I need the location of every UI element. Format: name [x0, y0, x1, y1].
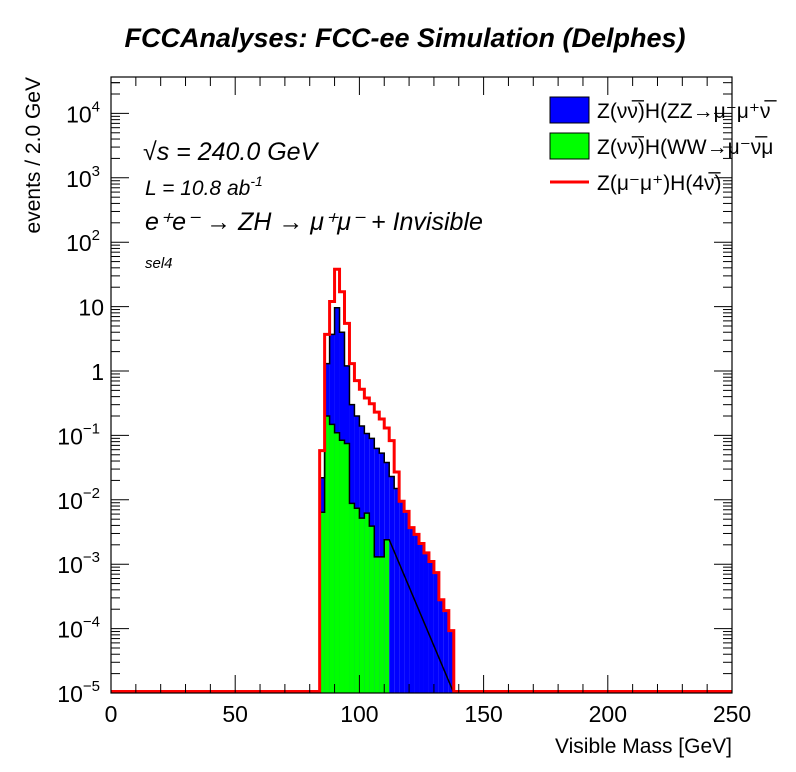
zz-bin-bar	[448, 630, 454, 693]
y-tick-base: 10	[66, 230, 92, 256]
ww-bin-bar	[384, 539, 390, 693]
legend-label: Z(μ⁻μ⁺)H(4ν̅)	[597, 172, 722, 195]
ww-bin-bar	[319, 512, 325, 693]
ww-bin-bar	[334, 432, 340, 693]
y-tick-base: 10	[57, 681, 83, 707]
ww-bin-bar	[339, 440, 345, 693]
y-tick-exponent: −1	[83, 420, 100, 437]
ww-outline	[318, 415, 455, 694]
zz-bin-bar	[409, 527, 415, 693]
y-tick-label: 10−2	[57, 485, 100, 514]
luminosity-exponent: -1	[250, 173, 262, 189]
y-tick-base: 10	[57, 488, 83, 514]
legend-swatch	[549, 132, 590, 160]
x-axis-title: Visible Mass [GeV]	[555, 735, 732, 758]
ww-bin-bar	[359, 518, 365, 693]
y-tick-exponent: 2	[92, 227, 100, 244]
y-tick-exponent: −4	[83, 614, 100, 631]
ww-bin-bar	[364, 513, 370, 693]
legend-label: Z(νν̅)H(ZZ→μ⁻μ⁺ν̅	[597, 100, 777, 123]
ww-bin-bar	[374, 556, 380, 693]
legend-swatch	[549, 96, 590, 124]
zz-bin-bar	[414, 534, 420, 693]
process-annotation: e⁺e⁻ → ZH → μ⁺μ⁻ + Invisible	[145, 208, 483, 236]
y-tick-base: 1	[91, 359, 104, 385]
y-tick-label: 10	[78, 295, 104, 321]
legend-entry: Z(νν̅)H(WW→μ⁻ν̅μ	[549, 132, 773, 160]
y-tick-label: 102	[66, 227, 100, 256]
luminosity-annotation: L = 10.8 ab-1	[145, 173, 263, 200]
y-tick-base: 10	[57, 552, 83, 578]
y-tick-label: 10−4	[57, 614, 100, 643]
ww-bin-bar	[379, 556, 385, 693]
ww-bin-bar	[369, 526, 375, 693]
annotations: √s = 240.0 GeV L = 10.8 ab-1 e⁺e⁻ → ZH →…	[143, 138, 483, 272]
legend-entry: Z(μ⁻μ⁺)H(4ν̅)	[550, 172, 722, 195]
y-tick-exponent: 4	[92, 98, 100, 115]
y-tick-label: 10−3	[57, 549, 100, 578]
zz-bin-bar	[394, 488, 400, 693]
chart-title: FCCAnalyses: FCC-ee Simulation (Delphes)	[124, 23, 685, 53]
y-tick-label: 1	[91, 359, 104, 385]
y-tick-exponent: −3	[83, 549, 100, 566]
zz-bin-bar	[433, 572, 439, 693]
zz-bin-bar	[423, 552, 429, 693]
y-tick-base: 10	[57, 423, 83, 449]
selection-annotation: sel4	[145, 255, 173, 272]
histogram-layer	[111, 267, 732, 694]
x-tick-label: 0	[105, 701, 118, 727]
x-tick-label: 200	[589, 701, 627, 727]
y-tick-exponent: −2	[83, 485, 100, 502]
y-tick-base: 10	[57, 617, 83, 643]
zz-bin-bar	[438, 599, 444, 693]
zz-bin-bar	[404, 511, 410, 693]
y-tick-label: 103	[66, 163, 100, 192]
y-tick-label: 10−1	[57, 420, 100, 449]
zz-bin-bar	[428, 561, 434, 693]
energy-annotation: √s = 240.0 GeV	[143, 138, 320, 166]
ww-bin-bar	[354, 508, 360, 693]
x-tick-labels: 0 50 100 150 200 250	[105, 701, 752, 727]
legend: Z(νν̅)H(ZZ→μ⁻μ⁺ν̅ Z(νν̅)H(WW→μ⁻ν̅μ Z(μ⁻μ⁺)…	[549, 96, 777, 195]
ww-bin-bar	[324, 416, 330, 693]
luminosity-base: L = 10.8 ab	[145, 177, 251, 200]
ww-bin-bar	[329, 424, 335, 693]
x-tick-label: 150	[464, 701, 502, 727]
legend-entry: Z(νν̅)H(ZZ→μ⁻μ⁺ν̅	[549, 96, 777, 124]
y-tick-label: 104	[66, 98, 100, 127]
y-tick-label: 10−5	[57, 678, 100, 707]
zz-bin-bar	[389, 476, 395, 693]
legend-label: Z(νν̅)H(WW→μ⁻ν̅μ	[597, 136, 773, 159]
x-tick-label: 100	[340, 701, 378, 727]
zz-bin-bar	[443, 610, 449, 693]
x-tick-label: 250	[713, 701, 751, 727]
zz-bin-bar	[399, 501, 405, 693]
y-tick-base: 10	[66, 166, 92, 192]
signal-line	[111, 267, 732, 693]
ww-bin-bar	[344, 443, 350, 693]
axis-ticks	[110, 76, 733, 694]
ww-bin-bar	[349, 503, 355, 693]
x-tick-label: 50	[222, 701, 248, 727]
y-tick-base: 10	[78, 295, 104, 321]
y-tick-exponent: 3	[92, 163, 100, 180]
y-tick-base: 10	[66, 101, 92, 127]
y-axis-title: events / 2.0 GeV	[22, 77, 45, 233]
y-tick-exponent: −5	[83, 678, 100, 695]
